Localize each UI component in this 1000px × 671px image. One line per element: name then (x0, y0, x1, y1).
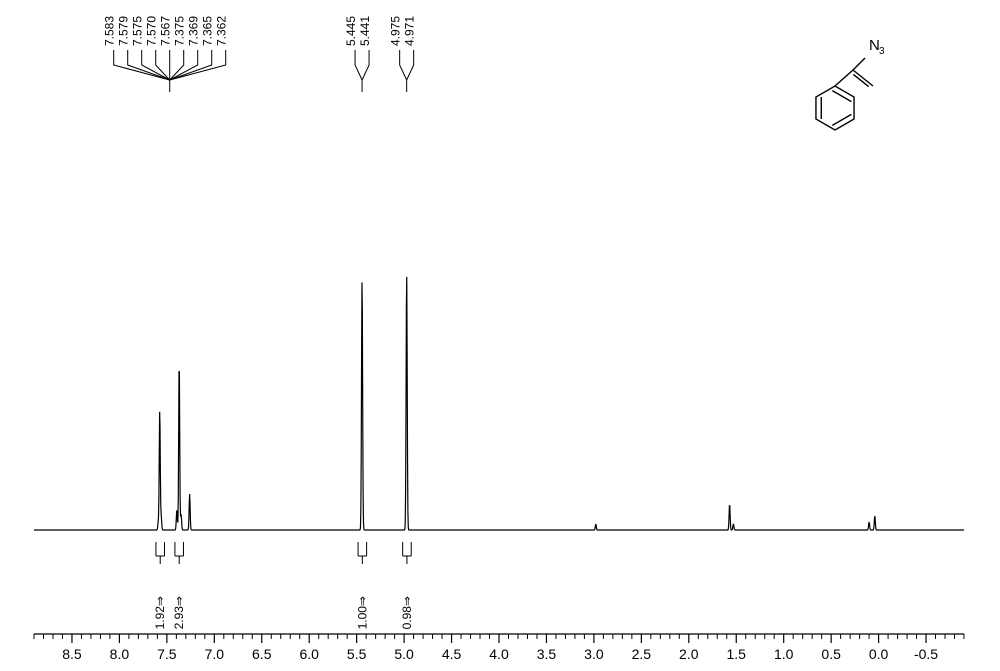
integral-value-label: 1.00⇒ (355, 596, 369, 629)
peak-ppm-label: 7.369 (187, 16, 201, 46)
peak-ppm-label: 7.575 (131, 16, 145, 46)
x-tick-label: 0.5 (821, 646, 841, 662)
peak-ppm-label: 7.567 (159, 16, 173, 46)
nmr-spectrum-figure: 8.5 8.0 7.5 7.0 6.5 6.0 5.5 5.0 4.5 4.0 3.5 3.0 2.5 2… (0, 0, 1000, 671)
peak-label-bracket (407, 50, 414, 80)
peak-ppm-label: 7.365 (201, 16, 215, 46)
x-tick-label: 2.5 (632, 646, 652, 662)
x-tick-label: 5.5 (347, 646, 367, 662)
structure-inset: N3 (816, 37, 885, 130)
peak-label-bracket (170, 50, 212, 80)
x-tick-label: 6.5 (252, 646, 272, 662)
peak-label-bracket (355, 50, 362, 80)
benzene-double-bond (832, 114, 851, 125)
peak-label-bracket (128, 50, 170, 80)
spectrum-trace (34, 277, 964, 530)
integral-value-label: 2.93⇒ (172, 596, 186, 629)
peak-ppm-label: 4.971 (403, 16, 417, 46)
x-tick-label: 7.0 (205, 646, 225, 662)
x-tick-label: 3.5 (537, 646, 557, 662)
x-tick-label: 3.0 (584, 646, 604, 662)
x-tick-label: 2.0 (679, 646, 699, 662)
peak-ppm-label: 4.975 (389, 16, 403, 46)
azide-label-sub: 3 (879, 46, 885, 57)
x-tick-label: 5.0 (394, 646, 414, 662)
x-tick-label: 8.5 (62, 646, 82, 662)
peak-ppm-label: 7.362 (215, 16, 229, 46)
x-tick-label: 8.0 (110, 646, 130, 662)
peak-ppm-label: 5.441 (358, 16, 372, 46)
peak-ppm-label: 7.570 (145, 16, 159, 46)
x-tick-label: 1.5 (727, 646, 747, 662)
integral-value-label: 1.92⇒ (153, 596, 167, 629)
integral-value-label: 0.98⇒ (400, 596, 414, 629)
peak-ppm-label: 7.375 (173, 16, 187, 46)
peak-label-bracket (400, 50, 407, 80)
peak-ppm-label: 7.583 (103, 16, 117, 46)
bond (853, 58, 865, 70)
x-tick-label: 0.0 (869, 646, 889, 662)
x-tick-label: 6.0 (299, 646, 319, 662)
bond (835, 70, 853, 86)
x-tick-label: -0.5 (914, 646, 938, 662)
peak-label-bracket (362, 50, 369, 80)
x-tick-label: 1.0 (774, 646, 794, 662)
benzene-double-bond (832, 91, 851, 102)
peak-ppm-label: 5.445 (344, 16, 358, 46)
bond (853, 70, 873, 86)
peak-ppm-label: 7.579 (117, 16, 131, 46)
x-tick-label: 4.0 (489, 646, 509, 662)
x-tick-label: 4.5 (442, 646, 462, 662)
x-tick-label: 7.5 (157, 646, 177, 662)
